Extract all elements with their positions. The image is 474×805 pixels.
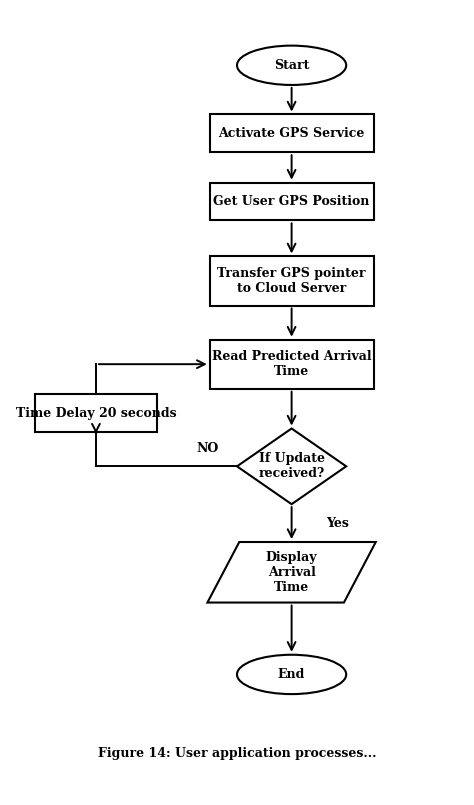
FancyBboxPatch shape	[210, 256, 374, 306]
Text: Figure 14: User application processes...: Figure 14: User application processes...	[98, 747, 376, 761]
FancyBboxPatch shape	[210, 340, 374, 389]
Ellipse shape	[237, 46, 346, 85]
FancyBboxPatch shape	[210, 114, 374, 152]
Polygon shape	[208, 542, 376, 602]
FancyBboxPatch shape	[210, 183, 374, 221]
Text: Yes: Yes	[326, 517, 348, 530]
Text: Read Predicted Arrival
Time: Read Predicted Arrival Time	[212, 350, 372, 378]
FancyBboxPatch shape	[35, 394, 157, 432]
Text: End: End	[278, 668, 305, 681]
Text: Get User GPS Position: Get User GPS Position	[213, 195, 370, 208]
Text: Start: Start	[274, 59, 310, 72]
Polygon shape	[237, 428, 346, 504]
Ellipse shape	[237, 654, 346, 694]
Text: Time Delay 20 seconds: Time Delay 20 seconds	[16, 407, 176, 420]
Text: If Update
received?: If Update received?	[258, 452, 325, 481]
Text: Activate GPS Service: Activate GPS Service	[219, 127, 365, 140]
Text: Transfer GPS pointer
to Cloud Server: Transfer GPS pointer to Cloud Server	[218, 267, 366, 295]
Text: Display
Arrival
Time: Display Arrival Time	[266, 551, 318, 594]
Text: NO: NO	[196, 442, 219, 455]
